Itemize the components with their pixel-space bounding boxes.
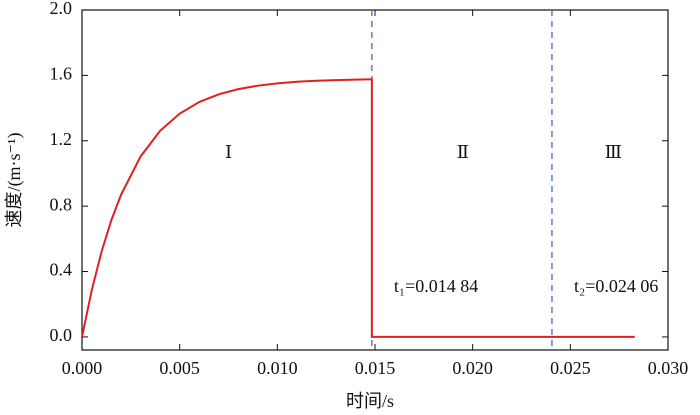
x-tick-label: 0.015 [355,358,396,378]
data-line [81,78,635,338]
x-tick-label: 0.005 [159,358,200,378]
region-label: Ⅰ [225,142,232,162]
y-tick-label: 1.6 [50,64,73,84]
plot-frame [81,9,669,351]
x-tick-label: 0.030 [648,358,689,378]
marker-label: t₁=0.014 84 [394,276,478,296]
y-axis-label: 速度/(m·s⁻¹) [4,133,25,228]
region-label: Ⅱ [457,142,469,162]
y-tick-label: 1.2 [50,129,73,149]
y-tick-label: 0.8 [50,194,73,214]
x-tick-label: 0.000 [62,358,103,378]
x-tick-label: 0.020 [452,358,493,378]
x-tick-label: 0.010 [257,358,298,378]
y-tick-label: 0.4 [50,260,73,280]
y-tick-label: 0.0 [50,325,73,345]
region-label: Ⅲ [605,142,622,162]
marker-label: t₂=0.024 06 [574,276,658,296]
x-axis-label: 时间/s [346,391,394,411]
x-tick-label: 0.025 [550,358,591,378]
y-tick-label: 2.0 [50,0,73,18]
